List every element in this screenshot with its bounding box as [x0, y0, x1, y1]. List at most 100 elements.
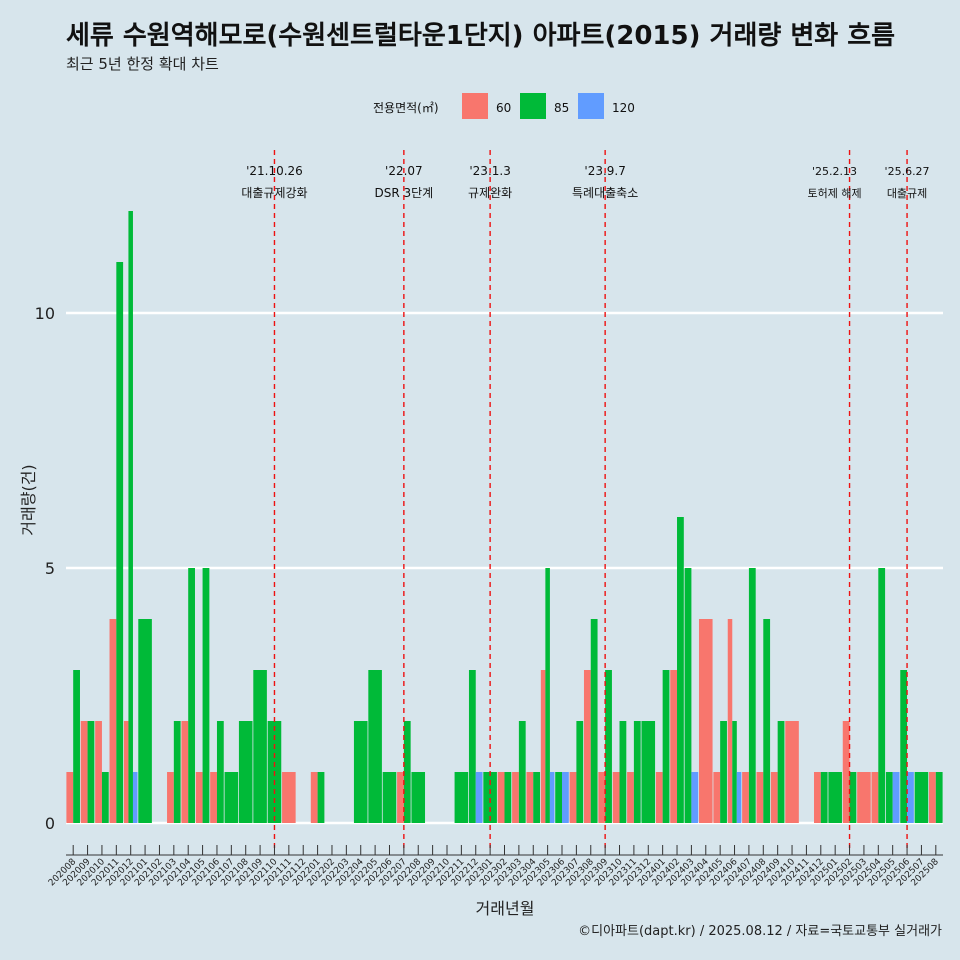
event-label: DSR 3단계: [374, 186, 433, 200]
event-label: 대출규제: [887, 187, 927, 200]
bar-202402-85: [677, 517, 684, 823]
bar-202305-120: [549, 772, 555, 823]
bar-202107-85: [224, 772, 239, 823]
bar-202305-60: [540, 670, 546, 823]
bar-202412-60: [814, 772, 821, 823]
legend-label-60: 60: [496, 101, 511, 115]
bar-202302-85: [504, 772, 512, 823]
bar-202405-60: [713, 772, 721, 823]
bar-202103-85: [173, 721, 181, 823]
bar-202204-85: [353, 721, 368, 823]
event-date: '23.9.7: [584, 164, 625, 178]
bar-202101-85: [138, 619, 152, 823]
bar-202307-60: [569, 772, 577, 823]
legend-title: 전용면적(㎡): [373, 101, 439, 115]
bar-202505-120: [892, 772, 900, 823]
bar-202008-60: [66, 772, 74, 823]
bar-202308-85: [590, 619, 598, 823]
bar-202409-85: [777, 721, 785, 823]
bar-202403-85: [684, 568, 692, 823]
bar-202408-60: [756, 772, 764, 823]
bar-202309-60: [598, 772, 606, 823]
grid: [66, 311, 943, 825]
bar-202206-85: [382, 772, 397, 823]
bar-202502-60: [842, 721, 850, 823]
bar-202407-85: [748, 568, 756, 823]
bar-202304-60: [526, 772, 534, 823]
y-axis: 0 5 10: [35, 304, 55, 833]
x-axis-title: 거래년월: [476, 899, 535, 918]
source-note: ©디아파트(dapt.kr) / 2025.08.12 / 자료=국토교통부 실…: [578, 924, 942, 939]
bar-202504-85: [878, 568, 886, 823]
bar-202310-85: [619, 721, 627, 823]
bar-202306-85: [555, 772, 563, 823]
bar-202211-85: [454, 772, 469, 823]
bar-202201-85: [317, 772, 325, 823]
bar-202311-60: [627, 772, 634, 823]
bar-202304-85: [533, 772, 541, 823]
bar-202407-60: [742, 772, 749, 823]
bar-202506-85: [900, 670, 908, 823]
legend-label-120: 120: [612, 101, 635, 115]
bar-202103-60: [167, 772, 174, 823]
bar-202408-85: [763, 619, 771, 823]
legend-swatch-85: [520, 93, 546, 119]
bar-202106-60: [210, 772, 217, 823]
bar-202504-60: [871, 772, 879, 823]
x-axis: 2020082020092020102020112020122021012021…: [47, 845, 943, 888]
bar-202105-60: [195, 772, 203, 823]
bar-202412-85: [820, 772, 828, 823]
bar-202012-120: [132, 772, 138, 823]
bar-202109-85: [253, 670, 267, 823]
bar-202207-85: [403, 721, 411, 823]
y-axis-title: 거래량(건): [19, 464, 38, 535]
bar-202010-85: [101, 772, 109, 823]
bar-202010-60: [95, 721, 102, 823]
bar-202106-85: [216, 721, 224, 823]
bar-202108-85: [238, 721, 253, 823]
bar-202409-60: [770, 772, 778, 823]
bar-202301-85: [483, 772, 497, 823]
bar-202306-120: [562, 772, 569, 823]
bar-202507-85: [914, 772, 929, 823]
bar-202207-60: [397, 772, 404, 823]
bar-202410-60: [785, 721, 799, 823]
bar-202309-85: [605, 670, 612, 823]
bar-202305-85: [545, 568, 550, 823]
bar-202111-60: [282, 772, 296, 823]
bar-202310-60: [612, 772, 620, 823]
event-date: '22.07: [385, 164, 423, 178]
bar-202302-60: [497, 772, 505, 823]
bar-202312-85: [641, 721, 656, 823]
legend: 전용면적(㎡) 60 85 120: [373, 93, 635, 119]
bar-202307-85: [576, 721, 584, 823]
event-label: 대출규제강화: [241, 186, 307, 200]
bar-202401-85: [662, 670, 670, 823]
event-date: '25.6.27: [885, 165, 930, 178]
bar-202008-85: [73, 670, 80, 823]
bar-202011-60: [109, 619, 117, 823]
bar-202303-85: [518, 721, 526, 823]
bar-202508-85: [935, 772, 943, 823]
bar-202506-120: [907, 772, 914, 823]
bar-202012-85: [128, 211, 133, 823]
bar-202205-85: [368, 670, 382, 823]
bar-202012-60: [123, 721, 129, 823]
bar-202104-60: [181, 721, 189, 823]
bar-202303-60: [512, 772, 519, 823]
bar-202403-120: [691, 772, 699, 823]
bar-202212-85: [468, 670, 476, 823]
bar-202401-60: [655, 772, 663, 823]
bar-202011-85: [116, 262, 124, 823]
y-tick-label: 0: [45, 814, 55, 833]
bar-202505-85: [885, 772, 893, 823]
event-label: 규제완화: [468, 186, 512, 200]
y-tick-label: 10: [35, 304, 55, 323]
y-tick-label: 5: [45, 559, 55, 578]
event-date: '25.2.13: [812, 165, 857, 178]
bar-202404-60: [698, 619, 713, 823]
bar-202104-85: [188, 568, 195, 823]
bar-202201-60: [310, 772, 318, 823]
bar-202311-85: [633, 721, 641, 823]
event-date: '21.10.26: [246, 164, 303, 178]
